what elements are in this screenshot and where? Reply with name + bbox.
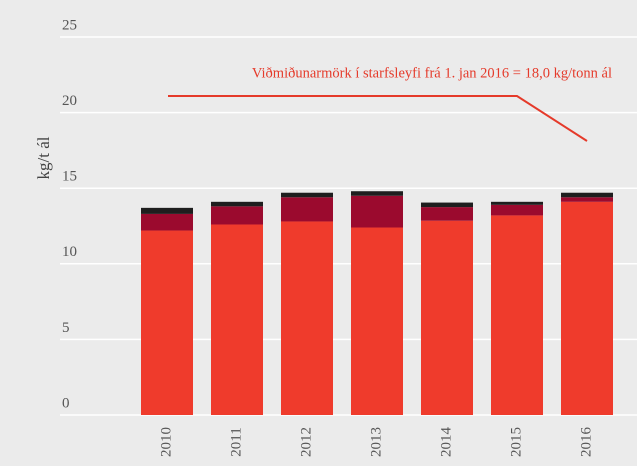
- x-tick-label: 2013: [368, 427, 384, 457]
- bar-segment: [351, 227, 403, 415]
- x-tick-label: 2011: [228, 427, 244, 456]
- annotation-line: [168, 95, 588, 142]
- bar-segment: [141, 230, 193, 415]
- x-tick-label: 2010: [158, 427, 174, 457]
- y-tick-label: 25: [62, 17, 77, 33]
- bar-segment: [421, 220, 473, 415]
- bar-segment: [211, 224, 263, 415]
- bar-segment: [491, 201, 543, 205]
- bar-segment: [421, 202, 473, 208]
- bar-segment: [351, 195, 403, 228]
- bar-segment: [561, 197, 613, 202]
- y-tick-label: 0: [62, 395, 70, 411]
- bar-segment: [351, 191, 403, 196]
- bar-segment: [491, 215, 543, 415]
- y-axis-label: kg/t ál: [34, 136, 53, 179]
- bar-segment: [491, 204, 543, 216]
- y-tick-label: 20: [62, 93, 77, 109]
- x-tick-label: 2014: [438, 427, 454, 458]
- bar-segment: [281, 197, 333, 222]
- y-tick-label: 10: [62, 244, 77, 260]
- bar-segment: [141, 213, 193, 231]
- x-tick-label: 2016: [578, 427, 594, 458]
- bar-segment: [211, 206, 263, 225]
- bar-segment: [421, 207, 473, 221]
- y-tick-label: 15: [62, 169, 77, 185]
- bar-segment: [141, 207, 193, 214]
- annotation: Viðmiðunarmörk í starfsleyfi frá 1. jan …: [252, 65, 612, 81]
- bar-segment: [281, 221, 333, 415]
- bar-segment: [561, 201, 613, 415]
- bar-segment: [211, 201, 263, 207]
- x-tick-label: 2012: [298, 427, 314, 457]
- y-tick-label: 5: [62, 320, 70, 336]
- bar-segment: [281, 192, 333, 198]
- bar-segment: [561, 192, 613, 198]
- x-tick-label: 2015: [508, 427, 524, 457]
